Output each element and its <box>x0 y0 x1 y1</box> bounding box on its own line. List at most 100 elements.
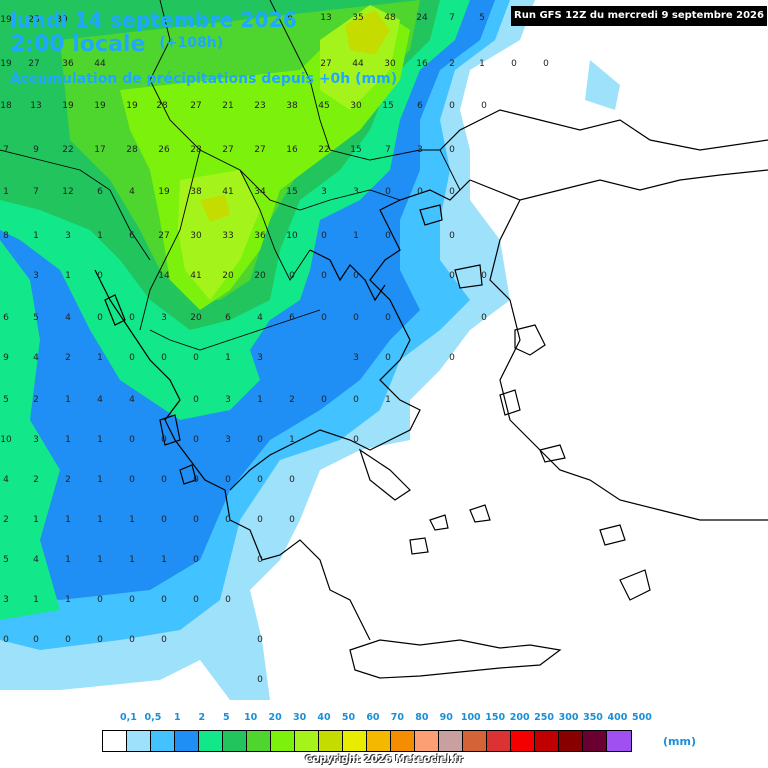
precip-value: 30 <box>384 59 396 69</box>
precip-value: 0 <box>385 231 391 241</box>
precip-value: 0 <box>97 271 103 281</box>
legend-swatch <box>367 731 391 751</box>
euboea <box>358 448 411 501</box>
precip-value: 0 <box>321 231 327 241</box>
precip-value: 0 <box>129 635 135 645</box>
precip-value: 21 <box>222 101 233 111</box>
precip-value: 35 <box>352 13 363 23</box>
precip-value: 0 <box>321 313 327 323</box>
borders <box>0 0 461 351</box>
legend-label: 0,1 <box>120 712 137 723</box>
precip-value: 0 <box>417 187 423 197</box>
forecast-date: lundi 14 septembre 2026 <box>10 8 297 32</box>
precip-olive <box>345 10 390 55</box>
legend-swatch <box>343 731 367 751</box>
precip-value: 0 <box>225 595 231 605</box>
precip-value: 28 <box>126 145 138 155</box>
precip-value: 1 <box>97 353 103 363</box>
black-sea-coast <box>439 109 768 151</box>
kefalonia <box>159 414 181 446</box>
legend-label: 150 <box>485 712 506 723</box>
precip-value: 6 <box>97 187 103 197</box>
precip-value: 41 <box>222 187 233 197</box>
precip-value: 5 <box>3 555 9 565</box>
legend-label: 80 <box>415 712 429 723</box>
dodecanese <box>599 524 626 546</box>
legend-label: 90 <box>439 712 453 723</box>
precip-value: 28 <box>156 101 168 111</box>
legend-swatch <box>439 731 463 751</box>
precip-value: 1 <box>3 187 9 197</box>
precip-value: 6 <box>417 101 423 111</box>
legend-label: 400 <box>607 712 628 723</box>
precip-value: 27 <box>222 145 233 155</box>
precip-value: 0 <box>129 475 135 485</box>
precip-value: 0 <box>193 475 199 485</box>
product-title: Accumulation de précipitations depuis +0… <box>10 71 398 87</box>
precip-value: 0 <box>353 435 359 445</box>
precip-value: 3 <box>417 145 423 155</box>
precip-value: 48 <box>384 13 396 23</box>
copyright: Copyright 2026 Meteociel.fr <box>305 754 463 765</box>
legend-swatch <box>559 731 583 751</box>
precip-value: 10 <box>0 435 12 445</box>
border-6 <box>0 149 151 261</box>
precip-value: 2 <box>3 515 9 525</box>
precip-value: 28 <box>190 145 202 155</box>
precip-value: 4 <box>129 395 135 405</box>
corfu <box>104 294 126 326</box>
precip-value: 0 <box>449 353 455 363</box>
precip-teal-west <box>0 240 60 620</box>
precip-value: 0 <box>161 595 167 605</box>
precip-value: 1 <box>225 353 231 363</box>
precip-value: 7 <box>3 145 9 155</box>
chalkidiki <box>309 249 386 302</box>
precip-value: 0 <box>449 231 455 241</box>
precip-value: 2 <box>65 353 71 363</box>
precip-value: 4 <box>33 353 39 363</box>
chios <box>499 389 521 416</box>
legend-swatch <box>463 731 487 751</box>
precip-value: 0 <box>481 271 487 281</box>
precip-value: 27 <box>190 101 201 111</box>
precip-value: 1 <box>129 555 135 565</box>
border-2 <box>269 0 440 161</box>
precip-value: 6 <box>289 313 295 323</box>
precip-value: 6 <box>225 313 231 323</box>
crete <box>349 639 562 679</box>
precip-value: 36 <box>254 231 266 241</box>
precip-value: 0 <box>65 635 71 645</box>
legend-swatch <box>319 731 343 751</box>
precip-value: 45 <box>318 101 329 111</box>
precip-value: 1 <box>385 395 391 405</box>
precip-value: 0 <box>289 271 295 281</box>
precip-value: 0 <box>129 353 135 363</box>
precip-value: 0 <box>33 635 39 645</box>
precip-value: 0 <box>321 395 327 405</box>
precip-value: 1 <box>257 395 263 405</box>
precip-value: 4 <box>33 555 39 565</box>
thasos <box>419 204 443 226</box>
precip-yellow-green-2 <box>178 170 260 300</box>
precip-values: 19 25 39 6 13 35 48 24 7 519 27 36 44 27 44 30 16 2 1 0 018 1… <box>0 13 549 685</box>
precip-value: 0 <box>161 435 167 445</box>
precip-value: 1 <box>97 515 103 525</box>
precip-value: 7 <box>449 13 455 23</box>
precip-value: 41 <box>190 271 201 281</box>
precip-value: 14 <box>158 271 170 281</box>
precip-value: 24 <box>416 13 428 23</box>
legend-colorbar <box>102 730 632 752</box>
precip-value: 17 <box>94 145 105 155</box>
legend-swatch <box>175 731 199 751</box>
legend-label: 0,5 <box>144 712 162 723</box>
precip-value: 19 <box>126 101 138 111</box>
precip-value: 1 <box>65 555 71 565</box>
legend-swatch <box>487 731 511 751</box>
precip-value: 0 <box>225 475 231 485</box>
precip-value: 1 <box>33 595 39 605</box>
precip-value: 9 <box>33 145 39 155</box>
lemnos <box>454 264 483 289</box>
precip-value: 3 <box>353 353 359 363</box>
precip-value: 7 <box>385 145 391 155</box>
